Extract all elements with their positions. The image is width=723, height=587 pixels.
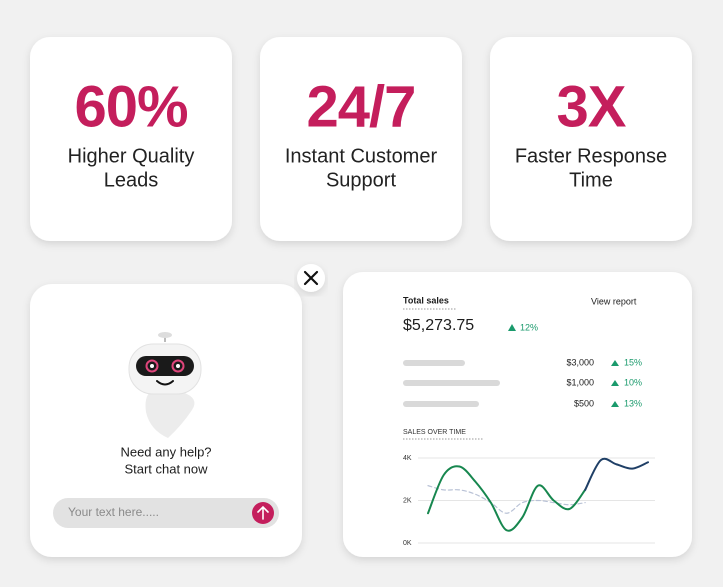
sales-total: $5,273.75	[403, 317, 474, 334]
up-arrow	[611, 380, 619, 386]
skeleton-bar	[403, 380, 500, 386]
line-series	[427, 465, 587, 532]
stat-value: 24/7	[307, 74, 416, 139]
stat-card	[260, 37, 462, 241]
stat-label: Instant Customer	[285, 145, 438, 167]
row-change: 10%	[624, 377, 642, 387]
sales-card	[343, 272, 692, 557]
chat-prompt: Start chat now	[124, 461, 208, 476]
skeleton-bar	[403, 401, 479, 407]
stat-card	[30, 37, 232, 241]
stat-label: Faster Response	[515, 145, 667, 167]
row-change: 15%	[624, 357, 642, 367]
stat-value: 60%	[74, 74, 188, 139]
stat-label: Higher Quality	[68, 145, 195, 167]
close-button[interactable]	[297, 264, 325, 292]
sales-title: Total sales	[403, 295, 449, 305]
row-value: $1,000	[566, 377, 594, 387]
y-tick-label: 2K	[403, 497, 412, 504]
stat-label: Time	[569, 169, 613, 191]
stat-card	[490, 37, 692, 241]
up-arrow	[611, 401, 619, 407]
row-value: $500	[574, 398, 594, 408]
up-arrow	[611, 360, 619, 366]
stat-value: 3X	[557, 74, 627, 139]
stat-label: Support	[326, 169, 396, 191]
row-value: $3,000	[566, 357, 594, 367]
line-series	[584, 457, 649, 491]
input-placeholder: Your text here.....	[68, 505, 159, 519]
send-button[interactable]	[252, 502, 274, 524]
chart-title: SALES OVER TIME	[403, 429, 466, 436]
chat-input[interactable]	[53, 498, 279, 528]
skeleton-bar	[403, 360, 465, 366]
row-change: 13%	[624, 398, 642, 408]
stat-label: Leads	[104, 169, 159, 191]
view-report-link[interactable]: View report	[591, 296, 637, 306]
y-tick-label: 0K	[403, 540, 412, 547]
y-tick-label: 4K	[403, 455, 412, 462]
up-arrow	[508, 324, 516, 331]
sales-change: 12%	[520, 322, 538, 332]
chat-prompt: Need any help?	[120, 444, 211, 459]
robot-icon	[128, 332, 202, 438]
